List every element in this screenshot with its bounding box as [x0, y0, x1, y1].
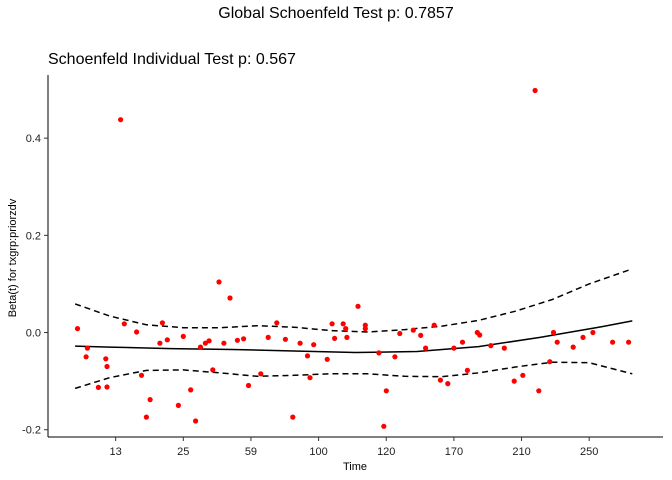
- x-tick-label: 210: [512, 446, 530, 458]
- residual-point: [118, 117, 124, 123]
- x-tick-label: 170: [445, 446, 463, 458]
- residual-point: [274, 320, 280, 326]
- residual-point: [193, 418, 199, 424]
- residual-point: [180, 333, 186, 339]
- residual-point: [216, 279, 222, 285]
- residual-point: [397, 330, 403, 337]
- residual-point: [381, 423, 387, 429]
- smoothed-fit-line: [75, 320, 633, 354]
- residual-point: [103, 356, 109, 362]
- residual-point: [340, 321, 346, 327]
- x-tick-label: 25: [177, 446, 189, 458]
- residual-point: [83, 354, 89, 360]
- residual-point: [410, 327, 416, 333]
- residual-point: [520, 372, 526, 378]
- residual-point: [329, 321, 335, 327]
- residual-point: [550, 329, 557, 336]
- residual-point: [134, 329, 140, 335]
- residual-point: [290, 414, 296, 420]
- residual-point: [206, 338, 212, 344]
- confidence-band-line: [74, 268, 633, 333]
- residual-point: [437, 377, 443, 383]
- residual-point: [547, 359, 553, 365]
- plot-area: -0.2 0.0 0.2 0.4 13 25 59 100 120 170 210 250: [22, 75, 663, 458]
- chart-subtitle: Schoenfeld Individual Test p: 0.567: [48, 51, 296, 68]
- x-axis-title: Time: [343, 461, 367, 473]
- residual-point: [590, 329, 596, 336]
- y-tick-label: 0.0: [26, 328, 41, 340]
- residual-point: [344, 334, 350, 340]
- residual-point: [392, 354, 398, 360]
- residual-point: [536, 388, 542, 394]
- residual-point: [245, 382, 252, 389]
- confidence-band-line: [74, 361, 633, 390]
- residual-point: [84, 345, 90, 351]
- y-axis-title: Beta(t) for txgrp:priorzdv: [7, 198, 19, 317]
- x-tick-label: 120: [377, 446, 395, 458]
- y-tick-label: 0.2: [26, 230, 41, 242]
- residual-point: [362, 322, 368, 328]
- residual-point: [95, 384, 101, 390]
- residual-point: [554, 339, 560, 345]
- residual-point: [202, 340, 208, 346]
- residual-point: [147, 397, 153, 403]
- chart-title: Global Schoenfeld Test p: 0.7857: [218, 5, 454, 22]
- residual-point: [265, 334, 271, 340]
- residual-point: [210, 367, 216, 373]
- residual-point: [175, 402, 181, 408]
- residual-point: [626, 339, 632, 345]
- residual-point: [423, 345, 429, 351]
- residual-point: [464, 367, 470, 373]
- residual-point: [188, 387, 194, 393]
- residual-point: [297, 340, 303, 346]
- residual-point: [282, 336, 288, 342]
- x-tick-label: 100: [309, 446, 327, 458]
- residual-point: [324, 356, 330, 362]
- x-tick-label: 250: [580, 446, 598, 458]
- residual-point: [501, 345, 507, 351]
- x-tick-label: 13: [110, 446, 122, 458]
- residual-point: [532, 87, 538, 94]
- y-tick-label: 0.4: [26, 133, 41, 145]
- residual-point: [570, 344, 576, 350]
- residual-point: [121, 321, 127, 327]
- residual-point: [418, 332, 424, 338]
- residual-point: [488, 343, 494, 349]
- residual-point: [104, 384, 110, 390]
- residual-point: [159, 320, 165, 326]
- residual-point: [355, 303, 361, 309]
- residual-point: [451, 345, 457, 351]
- residual-point: [227, 295, 233, 301]
- residual-point: [221, 340, 227, 346]
- residual-point: [459, 339, 466, 345]
- residual-point: [164, 337, 170, 343]
- residual-point: [241, 336, 247, 342]
- residual-point: [477, 332, 483, 338]
- residual-point: [610, 339, 616, 345]
- residual-point: [307, 375, 313, 381]
- residual-point: [383, 388, 389, 394]
- residual-point: [580, 334, 586, 340]
- y-tick-label: -0.2: [22, 425, 41, 437]
- residual-point: [138, 372, 145, 378]
- residual-point: [343, 326, 349, 332]
- residual-point: [157, 340, 163, 346]
- residual-point: [234, 337, 240, 343]
- residual-point: [445, 381, 451, 387]
- x-tick-label: 59: [245, 446, 257, 458]
- residual-point: [143, 414, 149, 420]
- residual-point: [431, 322, 437, 328]
- residual-point: [258, 371, 264, 377]
- residual-point: [197, 344, 204, 350]
- residual-point: [376, 350, 382, 356]
- residual-point: [311, 342, 317, 348]
- residual-point: [74, 326, 81, 332]
- residual-point: [511, 378, 517, 384]
- residual-point: [104, 363, 110, 370]
- residual-point: [304, 353, 311, 359]
- residual-point: [332, 335, 338, 341]
